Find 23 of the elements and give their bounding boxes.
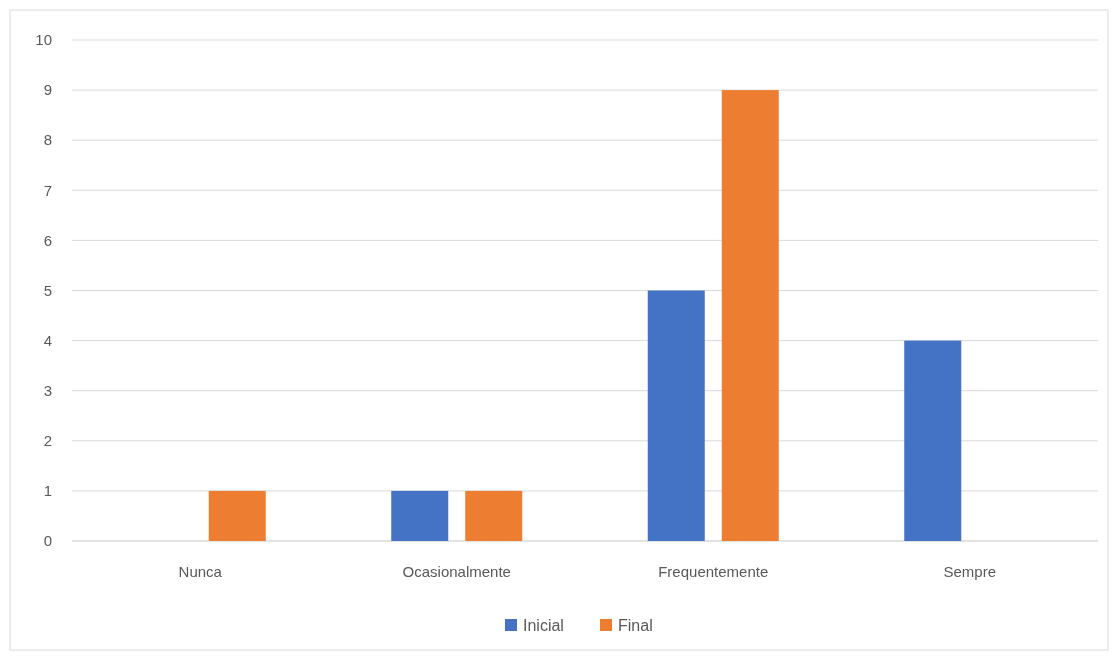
x-tick-label: Nunca — [178, 563, 223, 580]
y-tick-label: 3 — [43, 381, 52, 399]
bar — [721, 90, 779, 541]
bar — [208, 490, 266, 541]
x-tick-label: Frequentemente — [658, 563, 769, 580]
y-tick-label: 10 — [35, 31, 52, 49]
y-tick-label: 4 — [43, 331, 52, 349]
y-tick-label: 1 — [43, 482, 52, 500]
y-tick-label: 2 — [43, 432, 52, 450]
y-tick-label: 9 — [43, 81, 52, 99]
x-tick-label: Ocasionalmente — [402, 563, 511, 580]
legend-label: Inicial — [523, 616, 564, 634]
bar — [904, 340, 962, 541]
y-tick-label: 7 — [43, 181, 52, 199]
y-tick-label: 0 — [43, 532, 52, 550]
x-tick-label: Sempre — [943, 563, 997, 580]
y-tick-label: 6 — [43, 231, 52, 249]
legend-label: Final — [618, 616, 653, 634]
bar — [465, 490, 523, 541]
bar — [391, 490, 449, 541]
bar — [647, 290, 705, 541]
y-tick-label: 5 — [43, 281, 52, 299]
y-tick-label: 8 — [43, 131, 52, 149]
